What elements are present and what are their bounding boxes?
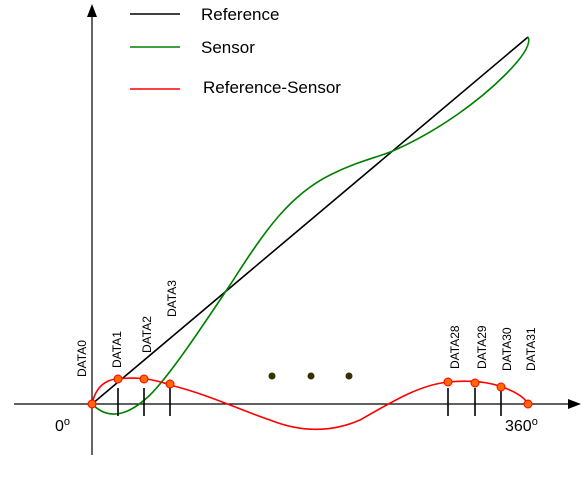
- marker-data31: [523, 399, 533, 409]
- sensor-curve: [91, 36, 530, 415]
- marker-data2: [139, 374, 149, 384]
- x-axis-arrow: [568, 399, 581, 409]
- marker-data30: [496, 382, 506, 392]
- data-label-data3: DATA3: [165, 280, 179, 317]
- ellipsis-dot: [268, 372, 276, 380]
- data-label-data31: DATA31: [524, 327, 538, 371]
- data-labels: DATA0 DATA1 DATA2 DATA3 DATA28 DATA29 DA…: [75, 280, 538, 377]
- marker-data0: [87, 399, 97, 409]
- reference-sensor-curve: [91, 377, 529, 431]
- data-ticks: [117, 388, 502, 416]
- data-label-data28: DATA28: [448, 325, 462, 369]
- ellipsis-dot: [307, 372, 315, 380]
- end-label: 360o: [505, 416, 538, 435]
- data-label-data2: DATA2: [140, 316, 154, 353]
- marker-data28: [443, 377, 453, 387]
- ellipsis-dot: [345, 372, 353, 380]
- y-axis-arrow: [87, 4, 97, 17]
- reference-line: [91, 36, 529, 405]
- legend-label-sensor: Sensor: [201, 38, 255, 57]
- marker-data3: [165, 379, 175, 389]
- legend-label-reference: Reference: [201, 5, 279, 24]
- marker-data29: [470, 378, 480, 388]
- origin-label: 0o: [55, 416, 70, 435]
- marker-data1: [113, 374, 123, 384]
- legend-label-reference-sensor: Reference-Sensor: [203, 78, 341, 97]
- sample-markers: [87, 374, 533, 409]
- axes: [14, 4, 581, 455]
- legend: Reference Sensor Reference-Sensor: [130, 5, 341, 97]
- ellipsis: [268, 372, 353, 380]
- data-label-data29: DATA29: [475, 325, 489, 369]
- data-label-data0: DATA0: [75, 340, 89, 377]
- data-label-data30: DATA30: [500, 327, 514, 371]
- data-label-data1: DATA1: [110, 331, 124, 368]
